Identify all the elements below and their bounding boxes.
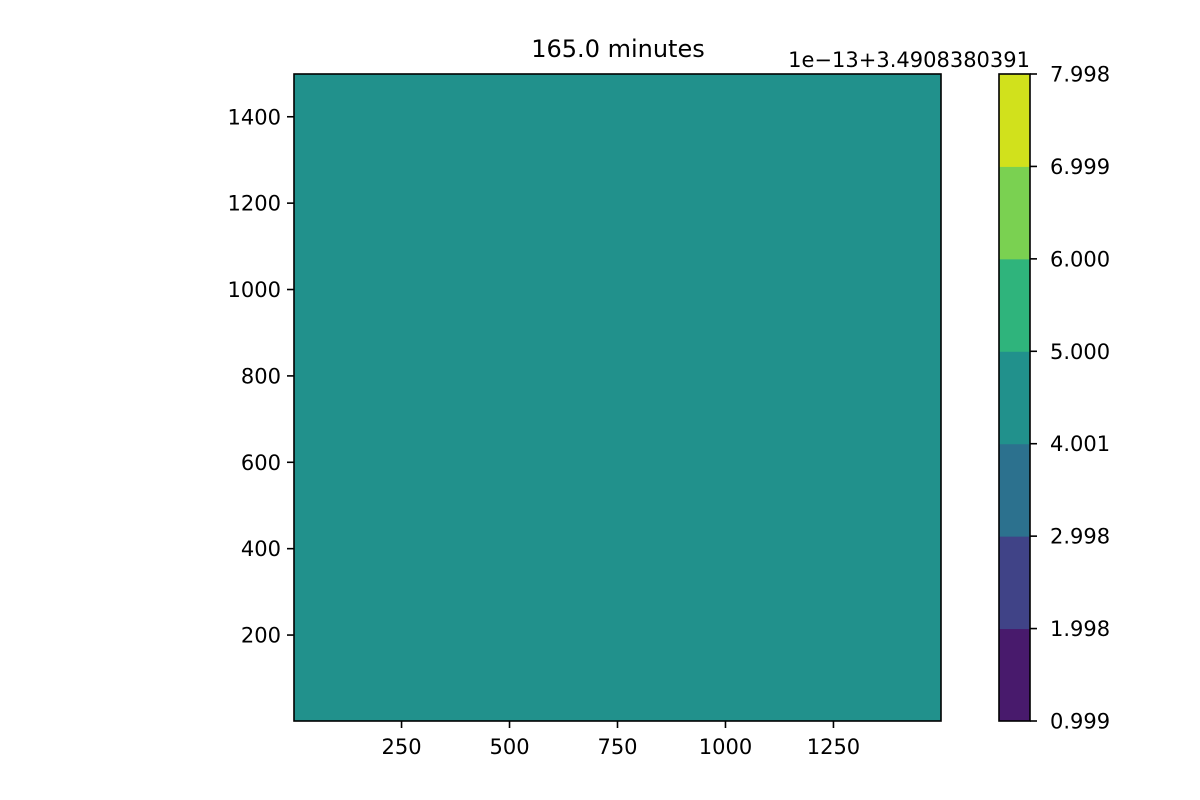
colorbar-segment — [999, 536, 1030, 630]
x-tick-label: 250 — [381, 735, 421, 759]
colorbar-tick-label: 5.000 — [1050, 340, 1110, 364]
colorbar-tick-label: 6.000 — [1050, 247, 1110, 271]
y-tick-label: 1000 — [228, 278, 281, 302]
y-tick-label: 600 — [241, 451, 281, 475]
colorbar-tick-label: 6.999 — [1050, 155, 1110, 179]
heatmap-field — [294, 74, 941, 721]
colorbar-offset-label: 1e−13+3.4908380391 — [788, 48, 1030, 72]
y-tick-label: 200 — [241, 624, 281, 648]
y-tick-label: 400 — [241, 537, 281, 561]
colorbar-tick-label: 0.999 — [1050, 710, 1110, 734]
x-tick-label: 1000 — [699, 735, 752, 759]
colorbar-tick-label: 2.998 — [1050, 525, 1110, 549]
x-tick-label: 750 — [597, 735, 637, 759]
colorbar-segment — [999, 258, 1030, 352]
colorbar: 0.999 1.998 2.998 4.001 5.000 6.000 6.999 7.998 — [998, 63, 1110, 734]
colorbar-segment — [999, 74, 1030, 167]
y-tick-label: 800 — [241, 364, 281, 388]
colorbar-segment — [999, 628, 1030, 722]
x-tick-label: 500 — [489, 735, 529, 759]
chart-title: 165.0 minutes — [531, 35, 704, 63]
colorbar-segment — [999, 351, 1030, 445]
y-tick-label: 1200 — [228, 192, 281, 216]
colorbar-segment — [999, 166, 1030, 260]
x-tick-label: 1250 — [807, 735, 860, 759]
x-axis: 250 500 750 1000 1250 — [381, 721, 860, 759]
colorbar-tick-label: 4.001 — [1050, 432, 1110, 456]
y-axis: 200 400 600 800 1000 1200 1400 — [228, 105, 294, 648]
colorbar-tick-label: 1.998 — [1050, 617, 1110, 641]
colorbar-segment — [999, 443, 1030, 537]
y-tick-label: 1400 — [228, 105, 281, 129]
colorbar-frame — [998, 73, 1031, 722]
colorbar-tick-label: 7.998 — [1050, 63, 1110, 87]
plot-area — [293, 73, 942, 722]
